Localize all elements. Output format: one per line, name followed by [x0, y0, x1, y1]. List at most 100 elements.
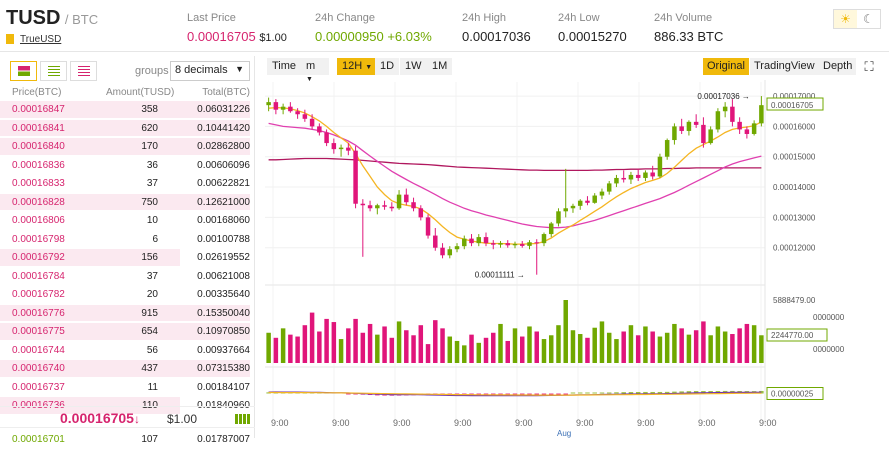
groups-select[interactable]: 8 decimals ▼	[170, 61, 250, 81]
ask-row[interactable]: 0.00016847 358 0.06031226	[0, 100, 255, 119]
stat-label: 24h Volume	[654, 12, 713, 24]
macd-bar	[686, 391, 692, 394]
volume-bar	[433, 320, 438, 363]
volume-bar	[266, 332, 271, 363]
volume-bar	[324, 318, 329, 363]
last-price-value: 0.00016705	[60, 410, 134, 426]
tf-1w[interactable]: 1W	[400, 58, 427, 75]
view-original[interactable]: Original	[703, 58, 749, 75]
candle-body	[751, 123, 757, 134]
price-axis-label: 0.00012000	[773, 244, 816, 253]
theme-toggle[interactable]: ☀ ☾	[833, 9, 881, 29]
volume-bar	[715, 326, 721, 363]
candle-body	[606, 183, 612, 192]
macd-bar	[585, 392, 590, 394]
fullscreen-icon[interactable]: ⛶	[864, 59, 874, 74]
candle-body	[302, 114, 308, 119]
candle-body	[273, 102, 279, 110]
ask-total: 0.02862800	[197, 141, 250, 152]
ask-amount: 37	[146, 270, 158, 282]
candle-body	[585, 200, 590, 203]
candle-body	[454, 246, 460, 250]
ask-total: 0.02619552	[197, 252, 250, 263]
volume-bar	[396, 321, 402, 363]
ask-amount: 750	[141, 196, 158, 208]
macd-bar	[512, 393, 518, 396]
tf-time[interactable]: Time	[267, 58, 302, 75]
macd-bar	[657, 391, 663, 394]
ask-row[interactable]: 0.00016782 20 0.00335640	[0, 285, 255, 304]
macd-bar	[650, 391, 655, 394]
ask-row[interactable]: 0.00016776 915 0.15350040	[0, 304, 255, 323]
ask-row[interactable]: 0.00016744 56 0.00937664	[0, 341, 255, 360]
candle-body	[737, 121, 742, 130]
ask-row[interactable]: 0.00016798 6 0.00100788	[0, 230, 255, 249]
tf-minutes[interactable]: m ▼	[301, 58, 329, 83]
macd-signal-line	[268, 391, 762, 396]
ask-row[interactable]: 0.00016737 11 0.00184107	[0, 378, 255, 397]
tf-1d[interactable]: 1D	[375, 58, 400, 75]
stat-extra: $1.00	[259, 32, 287, 44]
volume-bar	[309, 312, 315, 363]
ask-row[interactable]: 0.00016736 110 0.01840960	[0, 396, 255, 415]
ma-mid-line	[268, 122, 762, 229]
ask-row[interactable]: 0.00016836 36 0.00606096	[0, 156, 255, 175]
candle-body	[512, 244, 518, 246]
moon-icon[interactable]: ☾	[863, 12, 874, 26]
volume-bar	[606, 332, 612, 363]
view-asks-button[interactable]	[70, 61, 97, 81]
volume-bar	[288, 334, 293, 363]
price-chart[interactable]: 0.00017036 →0.00011111 →0.000170000.0001…	[263, 80, 889, 438]
volume-axis-label: 0000000	[813, 313, 845, 322]
ask-price: 0.00016828	[12, 196, 65, 208]
macd-bar	[570, 392, 576, 394]
sun-icon[interactable]: ☀	[834, 10, 857, 28]
ask-row[interactable]: 0.00016775 654 0.10970850	[0, 322, 255, 341]
ask-row[interactable]: 0.00016840 170 0.02862800	[0, 137, 255, 156]
volume-bar	[505, 340, 510, 363]
volume-bar	[686, 334, 692, 363]
volume-bar	[592, 327, 597, 363]
ask-row[interactable]: 0.00016833 37 0.00622821	[0, 174, 255, 193]
macd-bar	[614, 392, 619, 394]
last-price-bar: 0.00016705↓ $1.00	[0, 406, 255, 428]
candle-body	[491, 243, 496, 245]
candle-body	[346, 147, 351, 151]
col-amount: Amount(TUSD)	[106, 87, 175, 98]
candle-body	[476, 237, 482, 244]
depth-bar	[0, 193, 250, 210]
candle-body	[505, 243, 510, 246]
view-depth[interactable]: Depth	[819, 58, 857, 75]
stat-label: Last Price	[187, 12, 236, 24]
chevron-down-icon: ▼	[235, 64, 244, 74]
ask-row[interactable]: 0.00016841 620 0.10441420	[0, 119, 255, 138]
ask-row[interactable]: 0.00016828 750 0.12621000	[0, 193, 255, 212]
volume-bar	[541, 339, 547, 363]
view-bids-button[interactable]	[40, 61, 67, 81]
macd-bar	[346, 393, 351, 395]
ask-row[interactable]: 0.00016792 156 0.02619552	[0, 248, 255, 267]
candle-body	[411, 202, 416, 209]
tf-12h[interactable]: 12H ▼	[337, 58, 378, 75]
tf-1m[interactable]: 1M	[427, 58, 453, 75]
view-both-button[interactable]	[10, 61, 37, 81]
view-tradingview[interactable]: TradingView	[750, 58, 819, 75]
volume-bar	[302, 325, 308, 363]
candle-body	[541, 234, 547, 244]
macd-bar	[520, 393, 525, 395]
candle-body	[570, 205, 576, 209]
candle-body	[599, 191, 605, 196]
ask-row[interactable]: 0.00016806 10 0.00168060	[0, 211, 255, 230]
candle-body	[425, 217, 431, 236]
volume-bar	[338, 339, 344, 363]
both-sides-icon	[17, 66, 30, 76]
bid-row[interactable]: 0.00016701 107 0.01787007	[0, 430, 255, 449]
ask-row[interactable]: 0.00016784 37 0.00621008	[0, 267, 255, 286]
coin-name-link[interactable]: TrueUSD	[20, 34, 62, 45]
ask-amount: 915	[141, 307, 158, 319]
ask-row[interactable]: 0.00016740 437 0.07315380	[0, 359, 255, 378]
ask-amount: 6	[152, 233, 158, 245]
volume-bar	[621, 331, 626, 363]
order-book-toolbar: groups 8 decimals ▼	[0, 56, 254, 86]
volume-bar	[744, 323, 750, 363]
